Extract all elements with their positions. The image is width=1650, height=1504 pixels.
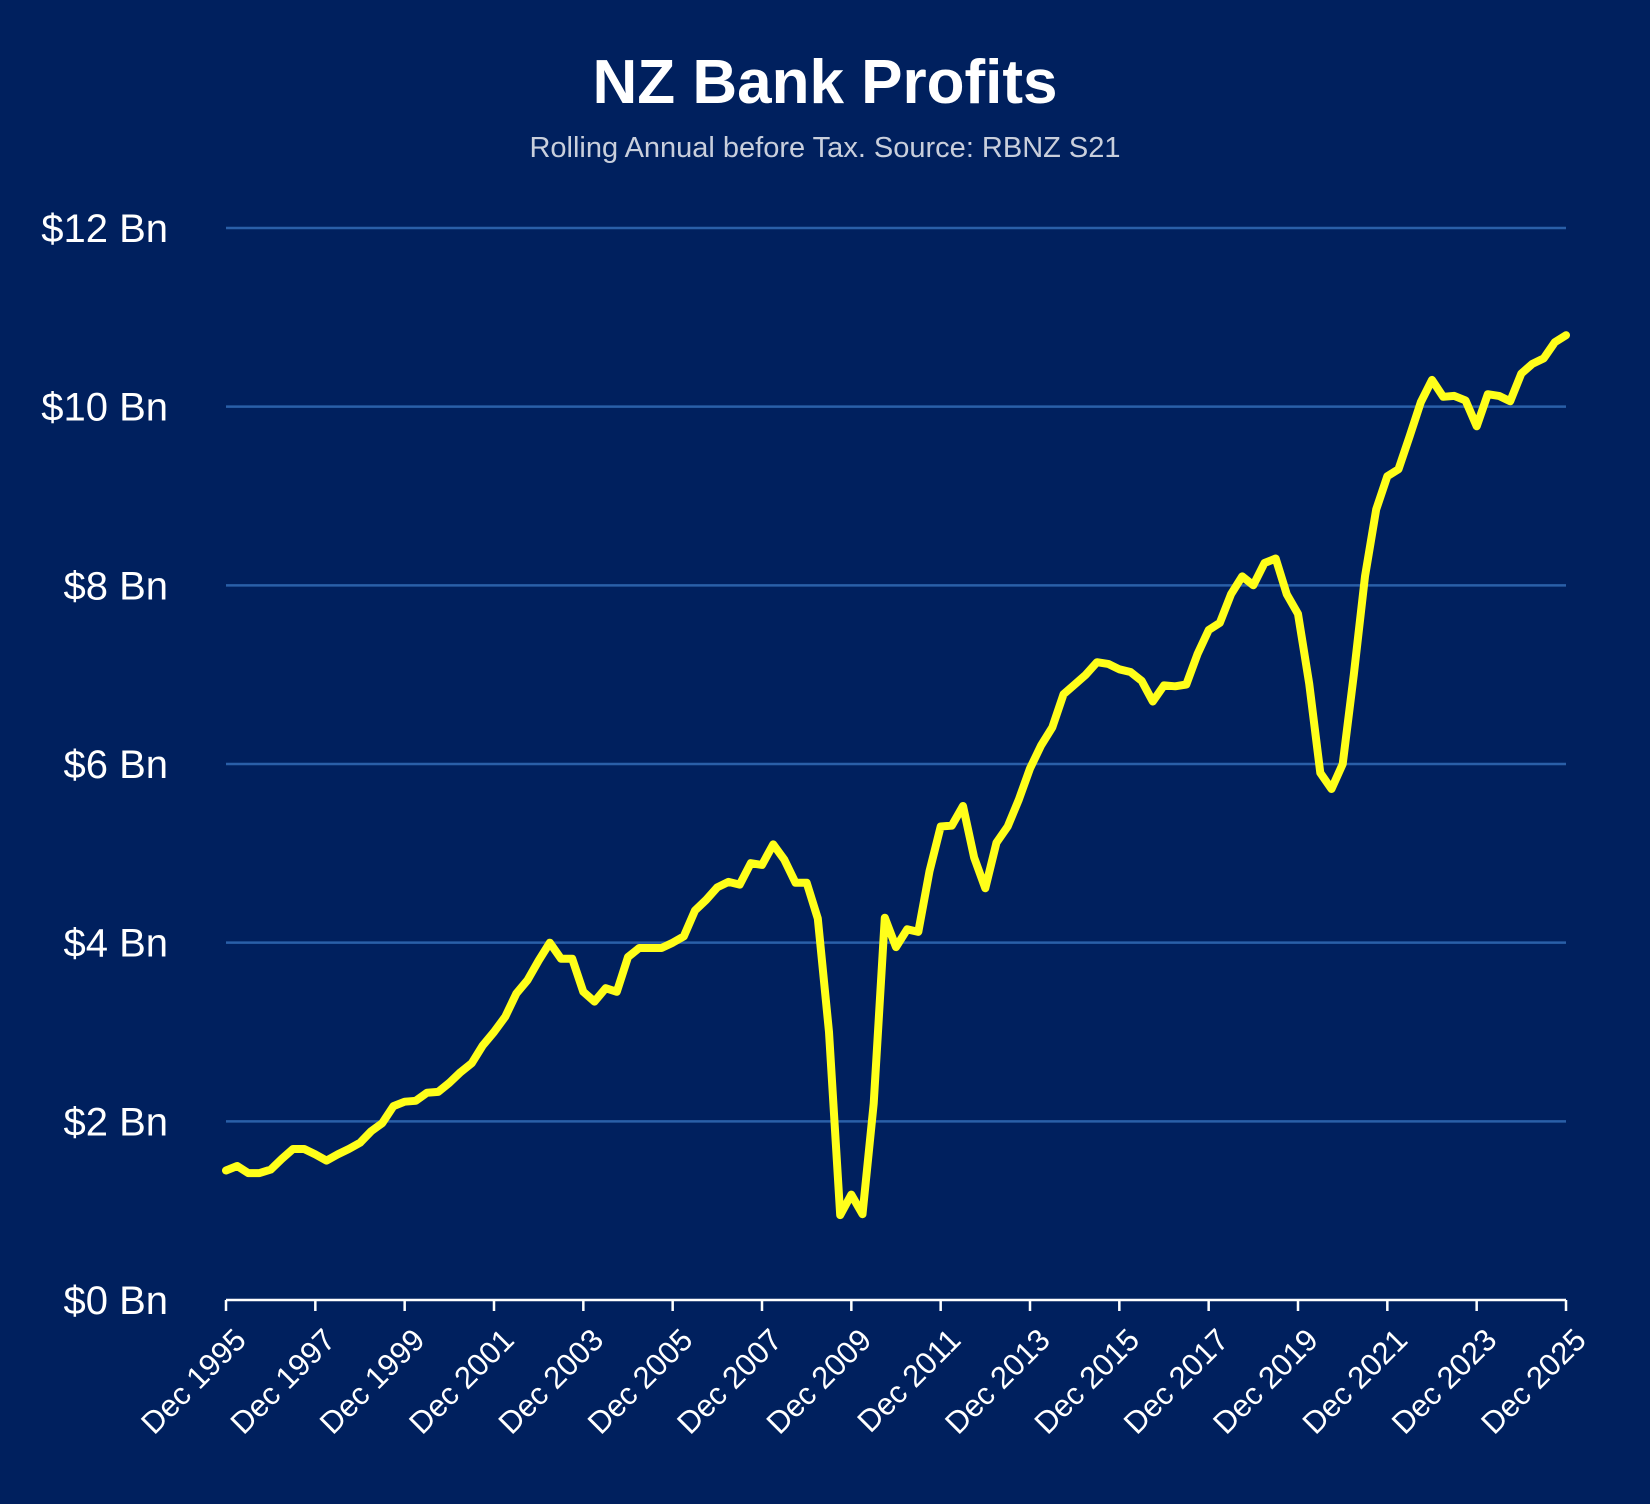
y-tick-label: $2 Bn: [63, 1100, 168, 1144]
chart-title: NZ Bank Profits: [592, 48, 1057, 117]
series-line-0: [222, 331, 1570, 1220]
y-tick-label: $8 Bn: [63, 564, 168, 608]
y-tick-label: $12 Bn: [41, 207, 168, 251]
y-axis: $0 Bn $2 Bn $4 Bn $6 Bn $8 Bn $10 Bn $12 Bn: [41, 207, 168, 1323]
gridlines: [226, 226, 1566, 1123]
series-layer: [222, 331, 1570, 1220]
y-tick-label: $0 Bn: [63, 1279, 168, 1323]
y-tick-label: $6 Bn: [63, 743, 168, 787]
y-tick-label: $10 Bn: [41, 386, 168, 430]
chart-subtitle: Rolling Annual before Tax. Source: RBNZ …: [529, 132, 1120, 164]
y-tick-label: $4 Bn: [63, 922, 168, 966]
